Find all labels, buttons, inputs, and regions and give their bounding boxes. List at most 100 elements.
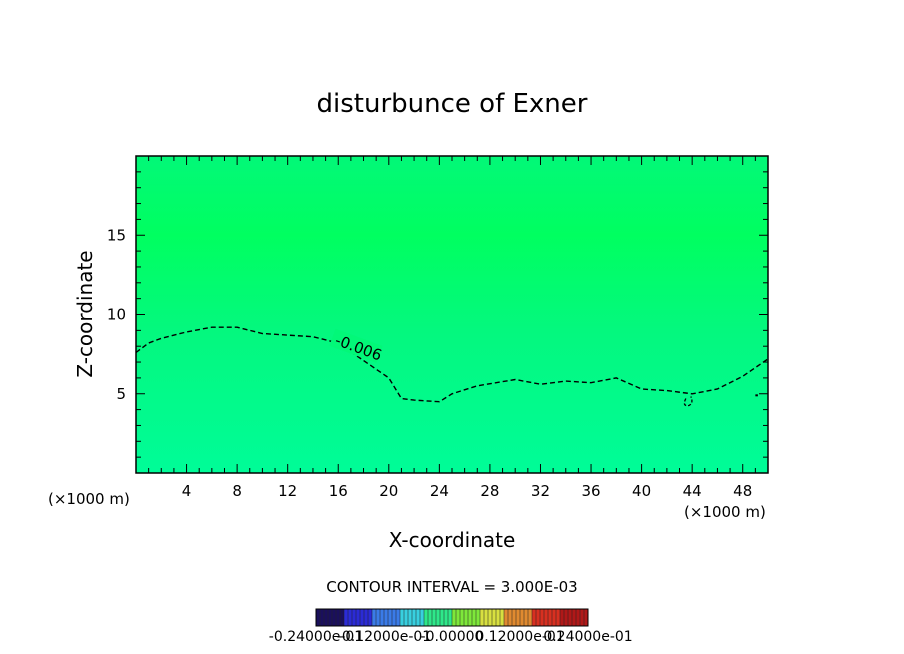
- x-tick-label: 40: [632, 482, 651, 500]
- colorbar-swatch: [480, 609, 485, 626]
- colorbar-swatch: [368, 609, 373, 626]
- colorbar-swatch: [528, 609, 533, 626]
- colorbar-swatch: [324, 609, 329, 626]
- colorbar-swatch: [564, 609, 569, 626]
- x-tick-label: 20: [379, 482, 398, 500]
- colorbar-swatch: [416, 609, 421, 626]
- colorbar-swatch: [328, 609, 333, 626]
- colorbar-labels: -0.24000e-01-0.12000e-01-0.000000.12000e…: [269, 629, 633, 645]
- colorbar-swatch: [472, 609, 477, 626]
- colorbar-swatch: [452, 609, 457, 626]
- contour-interval-label: CONTOUR INTERVAL = 3.000E-03: [326, 578, 577, 596]
- x-tick-label: 24: [430, 482, 449, 500]
- y-tick-label: 10: [107, 306, 126, 324]
- y-tick-label: 15: [107, 226, 126, 244]
- colorbar-swatch: [408, 609, 413, 626]
- colorbar-swatch: [468, 609, 473, 626]
- colorbar-swatch: [464, 609, 469, 626]
- y-tick-label: 5: [116, 385, 126, 403]
- colorbar-swatch: [524, 609, 529, 626]
- colorbar-swatch: [400, 609, 405, 626]
- colorbar-swatch: [320, 609, 325, 626]
- colorbar-swatch: [460, 609, 465, 626]
- colorbar-swatch: [376, 609, 381, 626]
- colorbar-swatch: [496, 609, 501, 626]
- colorbar-swatch: [488, 609, 493, 626]
- colorbar-swatch: [332, 609, 337, 626]
- colorbar-swatch: [560, 609, 565, 626]
- x-tick-label: 28: [480, 482, 499, 500]
- colorbar-label: 0.12000e-01: [475, 629, 564, 645]
- x-axis-title: X-coordinate: [389, 528, 516, 552]
- colorbar-label: -0.24000e-01: [269, 629, 363, 645]
- x-tick-label: 4: [182, 482, 192, 500]
- plot-field: [136, 156, 768, 473]
- colorbar-swatch: [384, 609, 389, 626]
- colorbar-swatch: [532, 609, 537, 626]
- colorbar-swatch: [336, 609, 341, 626]
- colorbar-swatch: [508, 609, 513, 626]
- colorbar-swatch: [432, 609, 437, 626]
- x-tick-label: 48: [733, 482, 752, 500]
- colorbar-swatch: [420, 609, 425, 626]
- colorbar: [315, 608, 589, 627]
- colorbar-swatch: [340, 609, 345, 626]
- colorbar-swatch: [500, 609, 505, 626]
- colorbar-swatch: [476, 609, 481, 626]
- x-tick-label: 12: [278, 482, 297, 500]
- colorbar-swatch: [484, 609, 489, 626]
- colorbar-swatch: [492, 609, 497, 626]
- colorbar-swatch: [436, 609, 441, 626]
- colorbar-swatch: [576, 609, 581, 626]
- colorbar-swatch: [456, 609, 461, 626]
- contour-lines: -0.006: [135, 326, 769, 407]
- colorbar-swatch: [348, 609, 353, 626]
- contour-label-bg: [329, 328, 383, 363]
- colorbar-swatch: [380, 609, 385, 626]
- x-tick-label: 32: [531, 482, 550, 500]
- colorbar-swatch: [428, 609, 433, 626]
- colorbar-swatch: [364, 609, 369, 626]
- colorbar-swatch: [372, 609, 377, 626]
- colorbar-swatch: [360, 609, 365, 626]
- x-unit-left: (×1000 m): [48, 490, 130, 508]
- colorbar-swatch: [344, 609, 349, 626]
- y-axis-title: Z-coordinate: [73, 250, 97, 377]
- colorbar-frame: [315, 608, 589, 627]
- colorbar-swatch: [504, 609, 509, 626]
- x-tick-label: 36: [581, 482, 600, 500]
- colorbar-swatch: [556, 609, 561, 626]
- colorbar-label: -0.00000: [421, 629, 484, 645]
- colorbar-label: 0.24000e-01: [543, 629, 632, 645]
- x-tick-label: 44: [683, 482, 702, 500]
- colorbar-swatch: [536, 609, 541, 626]
- colorbar-label: -0.12000e-01: [337, 629, 431, 645]
- colorbar-swatch: [540, 609, 545, 626]
- x-unit-right: (×1000 m): [684, 503, 766, 521]
- colorbar-swatch: [352, 609, 357, 626]
- colorbar-swatch: [388, 609, 393, 626]
- contour-small-loop: [683, 396, 693, 407]
- colorbar-swatch: [572, 609, 577, 626]
- colorbar-swatch: [356, 609, 361, 626]
- colorbar-swatch: [440, 609, 445, 626]
- colorbar-swatch: [412, 609, 417, 626]
- colorbar-swatch: [444, 609, 449, 626]
- contour-line: [135, 326, 769, 403]
- colorbar-swatch: [392, 609, 397, 626]
- x-tick-label: 16: [329, 482, 348, 500]
- colorbar-swatch: [552, 609, 557, 626]
- colorbar-swatch: [448, 609, 453, 626]
- chart-title: disturbunce of Exner: [317, 89, 588, 119]
- colorbar-swatch: [512, 609, 517, 626]
- colorbar-swatch: [544, 609, 549, 626]
- colorbar-swatch: [396, 609, 401, 626]
- colorbar-swatch: [316, 609, 321, 626]
- colorbar-swatch: [584, 609, 589, 626]
- colorbar-swatch: [580, 609, 585, 626]
- colorbar-swatch: [568, 609, 573, 626]
- colorbar-swatch: [424, 609, 429, 626]
- colorbar-swatch: [404, 609, 409, 626]
